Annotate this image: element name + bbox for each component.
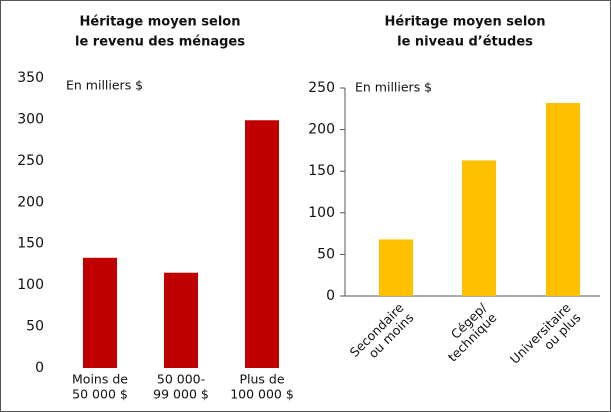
y-tick-label: 0 xyxy=(326,288,335,304)
x-tick-label: 99 000 $ xyxy=(153,387,209,402)
chart-title: le niveau d’études xyxy=(397,35,533,50)
x-tick-label: 50 000 $ xyxy=(72,387,128,402)
y-tick-label: 150 xyxy=(308,163,335,179)
bar xyxy=(462,160,496,296)
annotation: En milliers $ xyxy=(355,80,432,95)
annotation: En milliers $ xyxy=(66,78,143,93)
y-tick-label: 150 xyxy=(17,236,44,252)
bar xyxy=(379,239,413,296)
x-tick-label: Plus de xyxy=(239,372,284,387)
y-tick-label: 200 xyxy=(17,194,44,210)
bar xyxy=(546,102,580,296)
chart-title: Héritage moyen selon xyxy=(385,15,546,30)
x-tick-label: Moins de xyxy=(72,372,128,387)
y-tick-label: 200 xyxy=(308,122,335,138)
x-tick-label: 100 000 $ xyxy=(230,387,294,402)
y-tick-label: 350 xyxy=(17,70,44,86)
y-tick-label: 100 xyxy=(17,277,44,293)
bar xyxy=(245,120,279,368)
y-tick-label: 250 xyxy=(308,80,335,96)
y-tick-label: 300 xyxy=(17,111,44,127)
x-tick-label: 50 000- xyxy=(157,372,205,387)
y-tick-label: 250 xyxy=(17,153,44,169)
y-tick-label: 50 xyxy=(317,246,335,262)
bar xyxy=(164,272,198,368)
y-tick-label: 50 xyxy=(26,319,44,335)
y-tick-label: 100 xyxy=(308,205,335,221)
chart-title: Héritage moyen selon xyxy=(80,15,241,30)
y-tick-label: 0 xyxy=(35,360,44,376)
chart-title: le revenu des ménages xyxy=(75,35,245,50)
bar xyxy=(83,257,117,368)
